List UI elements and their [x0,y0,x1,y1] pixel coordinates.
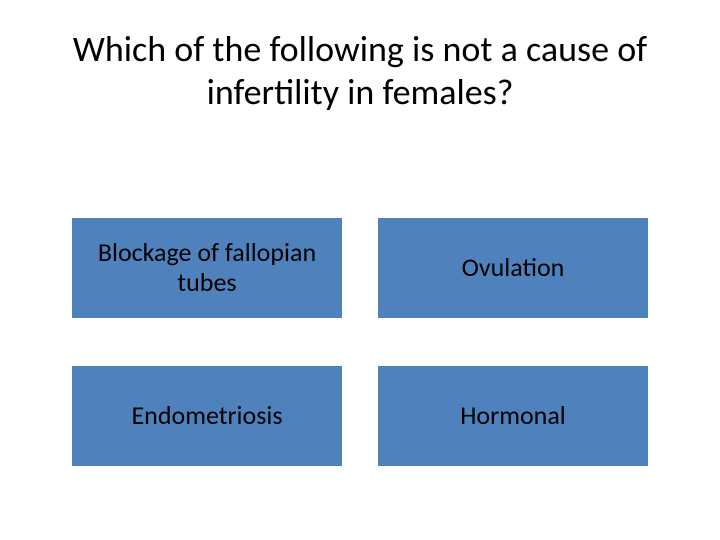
option-c[interactable]: Endometriosis [72,366,342,466]
option-d[interactable]: Hormonal [378,366,648,466]
option-b[interactable]: Ovulation [378,218,648,318]
options-grid: Blockage of fallopian tubes Ovulation En… [72,218,648,466]
option-a[interactable]: Blockage of fallopian tubes [72,218,342,318]
question-text: Which of the following is not a cause of… [60,28,660,114]
